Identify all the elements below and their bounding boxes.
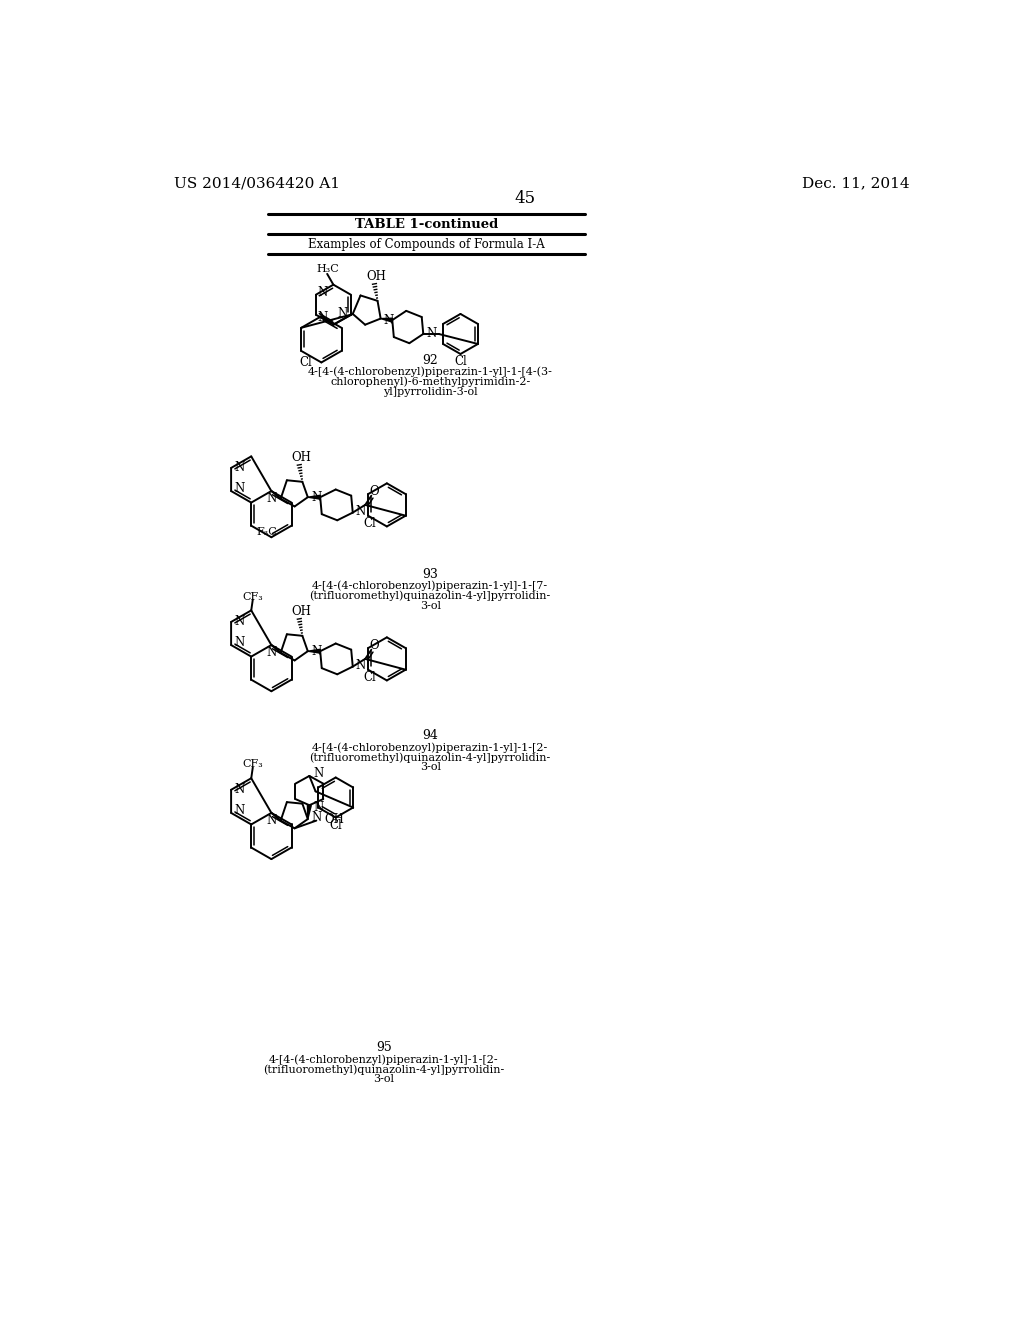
- Text: N: N: [313, 801, 324, 814]
- Text: N: N: [266, 492, 276, 506]
- Text: 3-ol: 3-ol: [374, 1074, 394, 1084]
- Polygon shape: [308, 495, 321, 499]
- Polygon shape: [381, 318, 392, 322]
- Text: Cl: Cl: [364, 671, 376, 684]
- Text: O: O: [370, 484, 379, 498]
- Text: N: N: [311, 810, 322, 824]
- Text: OH: OH: [291, 605, 310, 618]
- Text: 92: 92: [422, 354, 438, 367]
- Text: (trifluoromethyl)quinazolin-4-yl]pyrrolidin-: (trifluoromethyl)quinazolin-4-yl]pyrroli…: [263, 1064, 505, 1074]
- Polygon shape: [308, 649, 321, 653]
- Text: Examples of Compounds of Formula I-A: Examples of Compounds of Formula I-A: [308, 238, 545, 251]
- Text: H₃C: H₃C: [316, 264, 339, 275]
- Text: yl]pyrrolidin-3-ol: yl]pyrrolidin-3-ol: [383, 387, 477, 397]
- Text: 4-[4-(4-chlorobenzoyl)piperazin-1-yl]-1-[2-: 4-[4-(4-chlorobenzoyl)piperazin-1-yl]-1-…: [312, 742, 549, 752]
- Text: OH: OH: [366, 269, 386, 282]
- Text: TABLE 1-continued: TABLE 1-continued: [354, 218, 498, 231]
- Text: N: N: [234, 615, 245, 628]
- Text: N: N: [317, 310, 328, 323]
- Text: N: N: [234, 804, 245, 817]
- Text: Cl: Cl: [364, 517, 376, 529]
- Text: 4-[4-(4-chlorobenzyl)piperazin-1-yl]-1-[4-(3-: 4-[4-(4-chlorobenzyl)piperazin-1-yl]-1-[…: [308, 367, 553, 378]
- Text: (trifluoromethyl)quinazolin-4-yl]pyrrolidin-: (trifluoromethyl)quinazolin-4-yl]pyrroli…: [309, 590, 551, 601]
- Text: N: N: [234, 783, 245, 796]
- Text: Dec. 11, 2014: Dec. 11, 2014: [802, 176, 910, 190]
- Text: F₃C: F₃C: [257, 527, 278, 537]
- Text: (trifluoromethyl)quinazolin-4-yl]pyrrolidin-: (trifluoromethyl)quinazolin-4-yl]pyrroli…: [309, 752, 551, 763]
- Text: O: O: [370, 639, 379, 652]
- Text: Cl: Cl: [330, 818, 342, 832]
- Text: N: N: [266, 814, 276, 828]
- Text: N: N: [234, 636, 245, 649]
- Text: OH: OH: [324, 813, 344, 825]
- Text: N: N: [356, 659, 367, 672]
- Text: N: N: [313, 767, 324, 780]
- Text: 4-[4-(4-chlorobenzoyl)piperazin-1-yl]-1-[7-: 4-[4-(4-chlorobenzoyl)piperazin-1-yl]-1-…: [312, 581, 548, 591]
- Text: 45: 45: [514, 190, 536, 207]
- Text: N: N: [311, 644, 322, 657]
- Text: US 2014/0364420 A1: US 2014/0364420 A1: [174, 176, 341, 190]
- Text: 94: 94: [422, 730, 438, 742]
- Text: 3-ol: 3-ol: [420, 763, 440, 772]
- Text: N: N: [384, 314, 394, 326]
- Text: 95: 95: [376, 1041, 391, 1055]
- Text: 3-ol: 3-ol: [420, 601, 440, 611]
- Text: N: N: [426, 327, 436, 341]
- Text: N: N: [356, 504, 367, 517]
- Polygon shape: [307, 805, 311, 818]
- Text: N: N: [266, 647, 276, 659]
- Text: CF₃: CF₃: [243, 591, 263, 602]
- Text: 93: 93: [422, 568, 438, 581]
- Text: N: N: [317, 286, 328, 298]
- Text: N: N: [234, 482, 245, 495]
- Text: N: N: [337, 308, 347, 321]
- Text: OH: OH: [291, 450, 310, 463]
- Text: chlorophenyl)-6-methylpyrimidin-2-: chlorophenyl)-6-methylpyrimidin-2-: [330, 376, 530, 387]
- Text: N: N: [234, 462, 245, 474]
- Text: 4-[4-(4-chlorobenzyl)piperazin-1-yl]-1-[2-: 4-[4-(4-chlorobenzyl)piperazin-1-yl]-1-[…: [269, 1053, 499, 1065]
- Text: Cl: Cl: [454, 355, 467, 368]
- Text: Cl: Cl: [299, 356, 312, 370]
- Text: N: N: [311, 491, 322, 504]
- Text: CF₃: CF₃: [243, 759, 263, 770]
